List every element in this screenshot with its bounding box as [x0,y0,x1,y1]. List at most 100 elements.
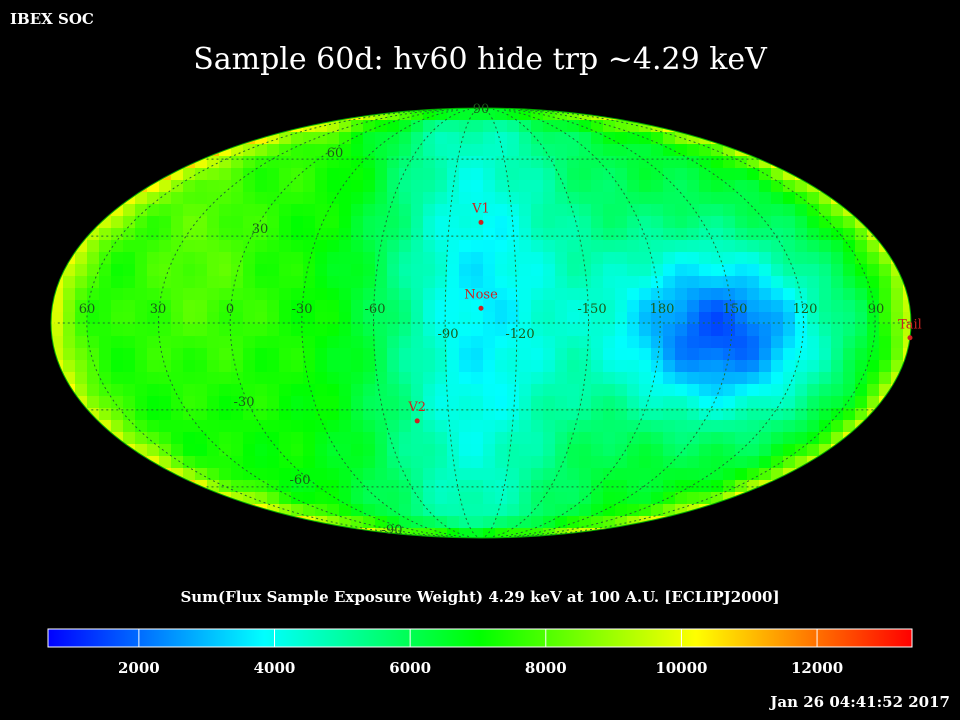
flux-cell [267,252,280,265]
flux-cell [231,480,244,493]
flux-cell [171,264,184,277]
flux-cell [363,480,376,493]
flux-cell [615,480,628,493]
flux-cell [891,192,904,205]
flux-cell [387,516,400,529]
flux-cell [459,480,472,493]
flux-cell [795,420,808,433]
flux-cell [291,108,304,121]
flux-cell [759,360,772,373]
flux-cell [423,324,436,337]
flux-cell [639,156,652,169]
flux-cell [639,216,652,229]
flux-cell [783,120,796,133]
flux-cell [675,168,688,181]
longitude-label: -120 [505,327,534,342]
flux-cell [495,264,508,277]
flux-cell [123,120,136,133]
flux-cell [543,372,556,385]
flux-cell [783,456,796,469]
flux-cell [855,492,868,505]
flux-cell [543,360,556,373]
flux-cell [363,456,376,469]
flux-cell [507,384,520,397]
flux-cell [771,300,784,313]
flux-cell [855,144,868,157]
flux-cell [399,396,412,409]
flux-cell [747,324,760,337]
flux-cell [651,384,664,397]
flux-cell [459,216,472,229]
flux-cell [483,396,496,409]
flux-cell [183,168,196,181]
flux-cell [291,432,304,445]
flux-cell [459,192,472,205]
flux-cell [519,132,532,145]
flux-cell [675,240,688,253]
flux-cell [471,240,484,253]
flux-cell [375,444,388,457]
flux-cell [543,180,556,193]
flux-cell [555,264,568,277]
flux-cell [183,396,196,409]
flux-cell [111,240,124,253]
flux-cell [447,324,460,337]
flux-cell [735,360,748,373]
flux-cell [459,108,472,121]
flux-cell [87,444,100,457]
flux-cell [603,264,616,277]
flux-cell [675,480,688,493]
flux-cell [783,336,796,349]
flux-cell [855,180,868,193]
flux-cell [423,300,436,313]
flux-cell [183,468,196,481]
flux-cell [543,216,556,229]
flux-cell [783,276,796,289]
flux-cell [567,384,580,397]
flux-cell [351,456,364,469]
flux-cell [675,384,688,397]
flux-cell [723,312,736,325]
flux-cell [471,420,484,433]
flux-cell [615,492,628,505]
flux-cell [543,420,556,433]
flux-cell [735,216,748,229]
flux-cell [567,528,580,538]
flux-cell [75,408,88,421]
flux-cell [231,264,244,277]
flux-cell [435,384,448,397]
flux-cell [831,276,844,289]
flux-cell [783,348,796,361]
flux-cell [231,396,244,409]
flux-cell [423,348,436,361]
flux-cell [279,132,292,145]
flux-cell [627,372,640,385]
flux-cell [87,432,100,445]
flux-cell [471,288,484,301]
flux-cell [219,132,232,145]
flux-cell [519,336,532,349]
flux-cell [531,384,544,397]
flux-cell [483,456,496,469]
flux-cell [219,444,232,457]
flux-cell [375,156,388,169]
flux-cell [51,132,64,145]
flux-cell [531,336,544,349]
flux-cell [363,396,376,409]
flux-cell [315,444,328,457]
flux-cell [879,336,892,349]
flux-cell [171,204,184,217]
marker-v1-label: V1 [471,201,490,216]
flux-cell [879,108,892,121]
flux-cell [567,252,580,265]
flux-cell [63,444,76,457]
colorbar-tick-label: 10000 [655,659,708,677]
flux-cell [903,120,911,133]
flux-cell [759,180,772,193]
flux-cell [351,468,364,481]
flux-cell [315,132,328,145]
flux-cell [195,504,208,517]
flux-cell [519,264,532,277]
flux-cell [783,264,796,277]
flux-cell [171,420,184,433]
